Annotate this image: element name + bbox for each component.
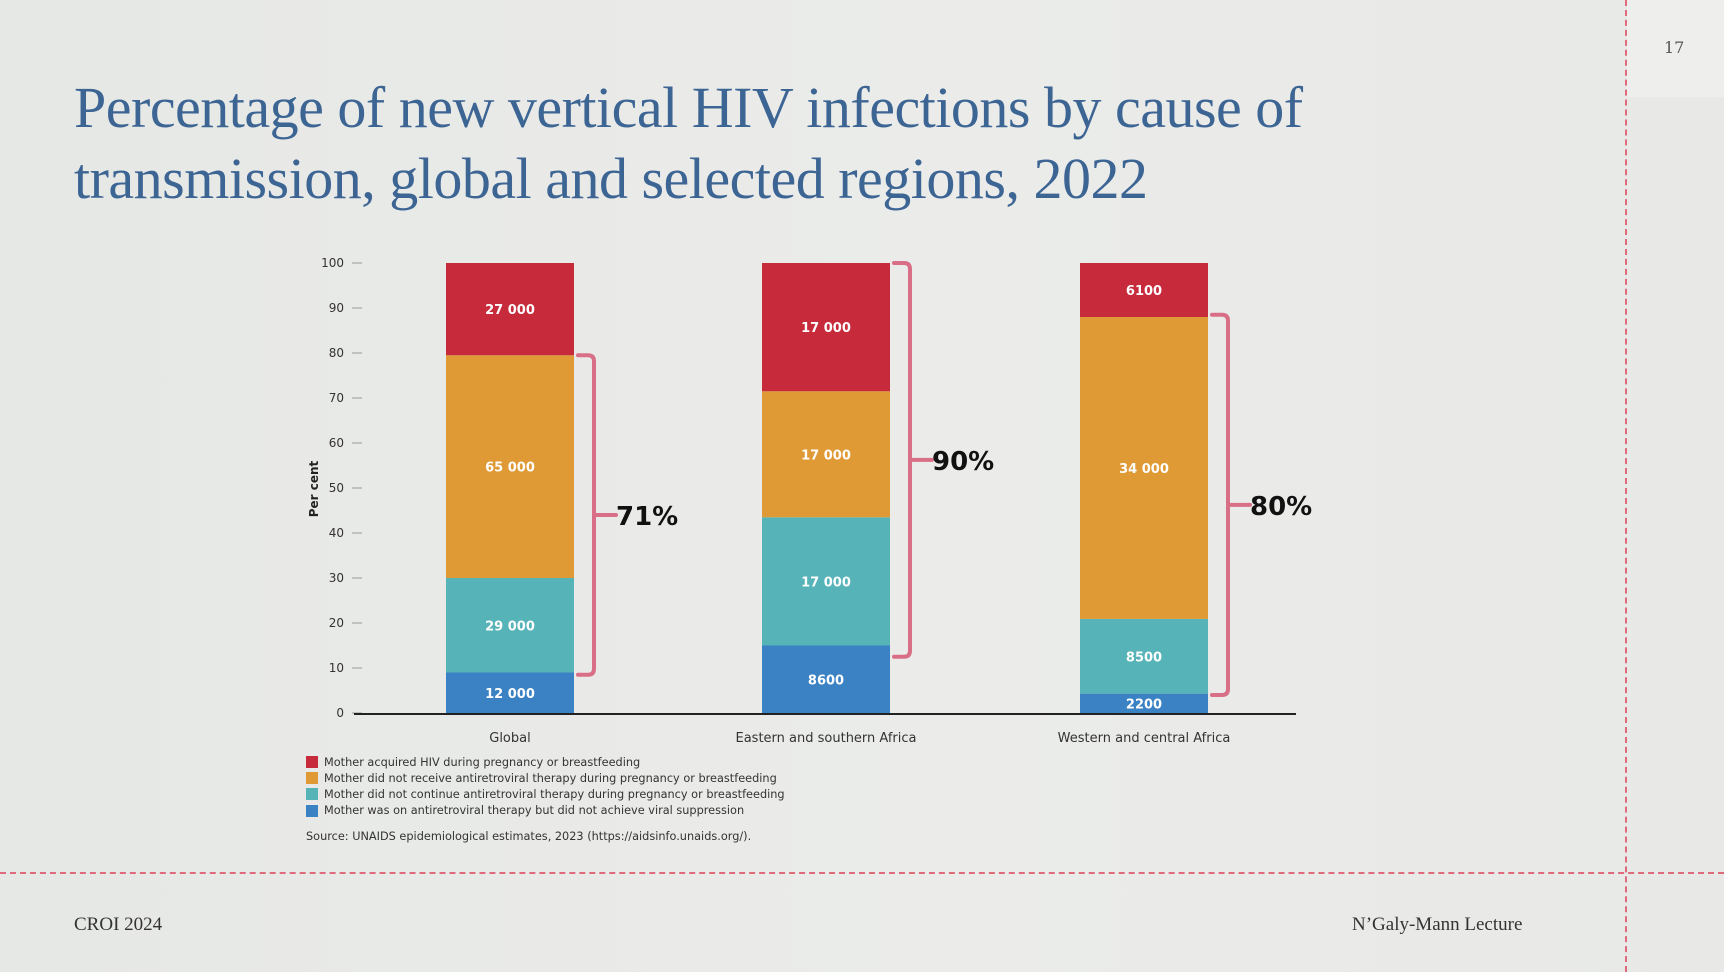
y-axis-label: Per cent xyxy=(307,460,321,517)
annotation-bracket xyxy=(1210,312,1252,697)
annotation-percentage: 71% xyxy=(616,502,678,532)
bar-segment xyxy=(1080,317,1208,619)
bar-segment xyxy=(1080,263,1208,317)
y-tick-label: 50 xyxy=(329,481,344,495)
bar-segment xyxy=(1080,618,1208,694)
bar-segment xyxy=(762,517,890,646)
x-category-label: Western and central Africa xyxy=(1058,731,1231,746)
bar-segment xyxy=(446,672,574,713)
legend-item: Mother did not continue antiretroviral t… xyxy=(306,786,785,802)
x-category-label: Eastern and southern Africa xyxy=(736,731,917,746)
slide-title: Percentage of new vertical HIV infection… xyxy=(74,72,1494,214)
bar-data-label: 29 000 xyxy=(485,619,535,634)
bar-data-label: 17 000 xyxy=(801,575,851,590)
y-tick-label: 0 xyxy=(336,706,344,720)
y-tick-label: 20 xyxy=(329,616,344,630)
legend-label: Mother did not continue antiretroviral t… xyxy=(324,787,785,801)
source-note: Source: UNAIDS epidemiological estimates… xyxy=(306,830,752,843)
slide-number: 17 xyxy=(1664,38,1685,57)
bar-data-label: 27 000 xyxy=(485,303,535,318)
legend-swatch xyxy=(306,788,318,801)
bar-segment xyxy=(762,645,890,713)
bar-segment xyxy=(446,578,574,673)
legend-label: Mother was on antiretroviral therapy but… xyxy=(324,804,745,818)
bar-data-label: 34 000 xyxy=(1119,462,1169,477)
annotation-percentage: 80% xyxy=(1250,492,1312,522)
annotation-bracket xyxy=(892,261,934,659)
bar-data-label: 6100 xyxy=(1126,284,1162,299)
slide-title-line-2: transmission, global and selected region… xyxy=(74,146,1148,211)
slide-title-line-1: Percentage of new vertical HIV infection… xyxy=(74,75,1303,140)
y-tick-label: 40 xyxy=(329,526,344,540)
y-tick-label: 70 xyxy=(329,391,344,405)
legend-item: Mother was on antiretroviral therapy but… xyxy=(306,803,785,819)
footer-conference: CROI 2024 xyxy=(74,914,163,935)
bar-data-label: 8600 xyxy=(808,673,844,688)
bar-data-label: 65 000 xyxy=(485,461,535,476)
y-tick-label: 80 xyxy=(329,346,344,360)
guide-line-horizontal xyxy=(0,872,1724,874)
y-tick-label: 10 xyxy=(329,661,344,675)
legend-label: Mother did not receive antiretroviral th… xyxy=(324,771,777,785)
legend-item: Mother acquired HIV during pregnancy or … xyxy=(306,754,785,770)
legend-swatch xyxy=(306,772,318,785)
y-tick-label: 100 xyxy=(321,256,344,270)
bar-data-label: 12 000 xyxy=(485,687,535,702)
footer-lecture: N’Galy-Mann Lecture xyxy=(1352,914,1523,935)
chart-legend: Mother acquired HIV during pregnancy or … xyxy=(306,754,785,819)
corner-panel xyxy=(1627,0,1724,97)
x-category-label: Global xyxy=(489,731,530,746)
bar-data-label: 17 000 xyxy=(801,321,851,336)
legend-swatch xyxy=(306,804,318,817)
bar-segment xyxy=(446,263,574,356)
bar-segment xyxy=(1080,693,1208,713)
y-tick-label: 90 xyxy=(329,301,344,315)
legend-item: Mother did not receive antiretroviral th… xyxy=(306,770,785,786)
legend-swatch xyxy=(306,756,318,769)
bar-segment xyxy=(762,391,890,518)
legend-label: Mother acquired HIV during pregnancy or … xyxy=(324,755,641,769)
guide-line-vertical xyxy=(1625,0,1627,972)
annotation-percentage: 90% xyxy=(932,447,994,477)
bar-segment xyxy=(762,263,890,392)
bar-data-label: 8500 xyxy=(1126,650,1162,665)
bar-segment xyxy=(446,355,574,578)
bar-data-label: 17 000 xyxy=(801,448,851,463)
y-tick-label: 60 xyxy=(329,436,344,450)
annotation-bracket xyxy=(576,353,618,677)
bar-data-label: 2200 xyxy=(1126,697,1162,712)
y-tick-label: 30 xyxy=(329,571,344,585)
